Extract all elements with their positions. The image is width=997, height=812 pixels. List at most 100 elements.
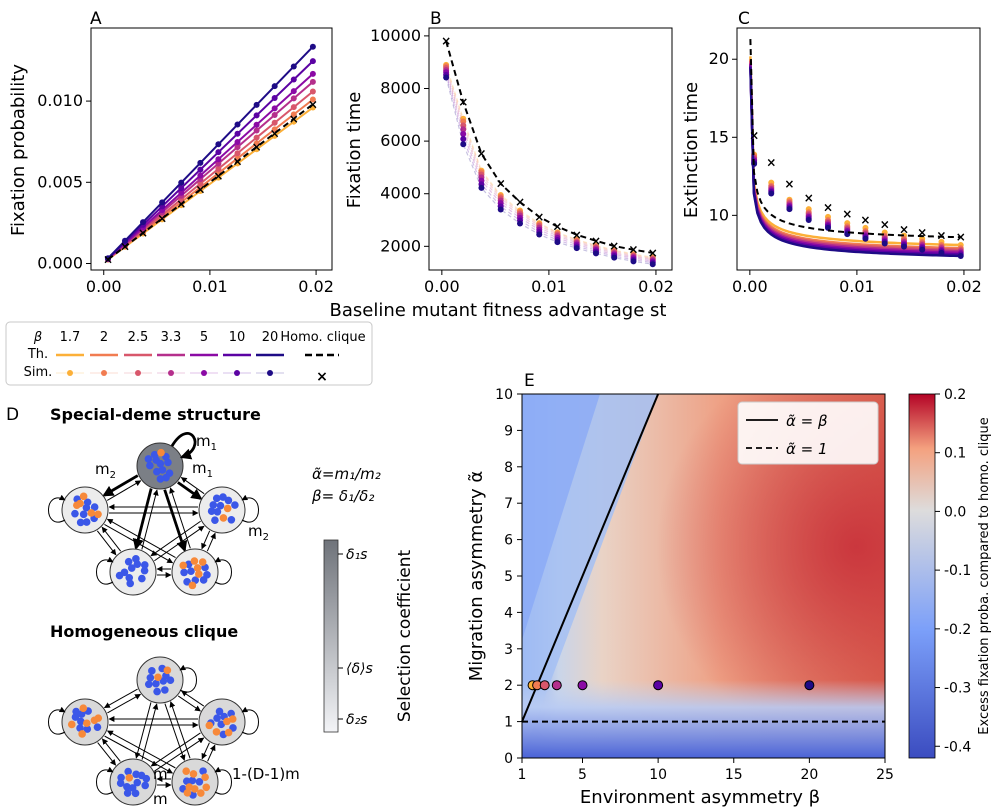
sim-point — [649, 261, 656, 268]
sim-point — [234, 138, 241, 145]
sim-point — [271, 119, 278, 126]
y-tick-label: 10000 — [370, 26, 421, 45]
sim-point — [516, 220, 523, 227]
sim-point-homo: × — [252, 140, 262, 154]
sim-point — [271, 83, 278, 90]
sim-point — [253, 134, 260, 141]
migration-arrow — [132, 488, 153, 551]
individual-dot — [194, 570, 203, 578]
individual-dot — [183, 789, 192, 797]
x-ticks-b: 0.00 0.01 0.02 — [424, 270, 674, 296]
individual-dot — [199, 767, 207, 775]
individual-dot — [126, 579, 135, 588]
heatmap-upper-wedge-deep — [522, 394, 600, 640]
sim-point — [309, 58, 316, 65]
legend-sim-dot — [101, 370, 107, 376]
sim-point — [271, 132, 278, 139]
individual-dot — [123, 782, 131, 791]
sim-point — [443, 74, 450, 81]
legend-sim-dot — [67, 370, 73, 376]
sim-point — [824, 224, 831, 231]
simulation-point — [804, 680, 815, 691]
individual-dot — [153, 687, 161, 696]
individual-dot — [156, 475, 165, 483]
axes-frame-a — [90, 27, 333, 271]
individual-dot — [78, 730, 86, 738]
theory-line — [749, 39, 961, 239]
individual-dot — [207, 507, 216, 516]
individual-dot — [77, 717, 85, 726]
label-m-lower: m — [153, 790, 168, 808]
individual-dot — [156, 459, 165, 468]
y-tick-label: 6 — [504, 533, 513, 549]
sim-point — [290, 76, 297, 83]
y-tick-label: 5 — [504, 569, 513, 585]
migration-arrow — [201, 530, 211, 550]
x-tick-label: 20 — [800, 767, 818, 783]
sim-point — [197, 159, 204, 166]
selection-label-bottom: δ₂s — [346, 712, 367, 728]
shared-x-label: Baseline mutant fitness advantage st — [330, 300, 667, 321]
sim-point — [919, 246, 926, 253]
sim-point-homo: × — [749, 129, 759, 143]
migration-arrow — [177, 481, 203, 500]
individual-dot — [77, 710, 86, 718]
self-loop-arrow — [241, 494, 259, 523]
individual-dot — [146, 673, 155, 682]
sim-point — [592, 250, 599, 257]
sim-point-homo: × — [458, 95, 468, 109]
individual-dot — [140, 566, 149, 575]
theory-line — [445, 40, 653, 254]
colorbar-tick-label: -0.4 — [944, 739, 971, 755]
colorbar-ticks: 0.2 0.1 0.0 -0.1 -0.2 -0.3 -0.4 — [935, 387, 971, 755]
individual-dot — [213, 507, 222, 516]
self-loop-arrow — [214, 556, 232, 585]
y-tick-label: 0.005 — [37, 172, 83, 191]
sim-point-homo: × — [648, 246, 658, 260]
sim-point — [215, 141, 222, 148]
sim-point-homo: × — [103, 252, 113, 266]
sim-point — [290, 104, 297, 111]
individual-dot — [138, 574, 146, 583]
individual-dot — [137, 771, 146, 780]
individual-dot — [231, 501, 239, 509]
theory-line — [749, 60, 961, 251]
sim-point-homo: × — [823, 201, 833, 215]
self-loop-arrow — [179, 664, 197, 693]
sim-point — [234, 130, 241, 137]
migration-arrow — [150, 732, 201, 767]
sim-point — [460, 131, 467, 138]
sim-point-homo: × — [270, 126, 280, 140]
legend-beta-value: 5 — [200, 330, 208, 345]
sim-point — [786, 206, 793, 213]
legend-row-sim: Sim. — [24, 365, 53, 380]
individual-dot — [141, 781, 149, 790]
legend-beta-symbol: β — [33, 330, 42, 345]
individual-dot — [217, 720, 226, 729]
sim-point-homo: × — [572, 228, 582, 242]
theory-line — [107, 103, 314, 261]
migration-arrow — [180, 477, 205, 495]
sim-point — [309, 43, 316, 50]
migration-arrow — [207, 744, 216, 762]
sim-point-homo: × — [804, 191, 814, 205]
heatmap-colorbar — [908, 393, 936, 759]
sim-guide-line — [445, 74, 653, 264]
individual-dot — [124, 767, 132, 776]
sim-point-homo: × — [860, 213, 870, 227]
sim-point — [197, 172, 204, 179]
sim-point-homo: × — [534, 210, 544, 224]
sim-point — [536, 231, 543, 238]
y-tick-label: 0.000 — [37, 254, 83, 273]
individual-dot — [127, 564, 136, 572]
y-label-c: Extinction time — [681, 82, 702, 218]
axes-frame-b — [428, 27, 673, 271]
individual-dot — [224, 728, 233, 737]
individual-dot — [213, 714, 221, 722]
sim-point-homo: × — [441, 34, 451, 48]
sim-point-homo: × — [899, 222, 909, 236]
self-loop-arrow — [48, 706, 66, 735]
legend-e-dashed-label: α̃ = 1 — [786, 440, 828, 458]
sim-point — [253, 140, 260, 147]
individual-dot — [227, 515, 236, 524]
